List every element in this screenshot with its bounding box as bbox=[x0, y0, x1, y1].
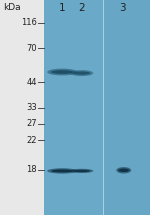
Text: 2: 2 bbox=[78, 3, 85, 13]
Text: 70: 70 bbox=[26, 44, 37, 53]
Ellipse shape bbox=[73, 170, 90, 172]
Ellipse shape bbox=[51, 169, 74, 172]
Text: 44: 44 bbox=[26, 78, 37, 87]
Ellipse shape bbox=[70, 169, 93, 173]
Text: 3: 3 bbox=[119, 3, 126, 13]
Text: 22: 22 bbox=[26, 136, 37, 145]
Text: 27: 27 bbox=[26, 119, 37, 128]
Ellipse shape bbox=[70, 70, 93, 76]
Text: 116: 116 bbox=[21, 18, 37, 27]
Ellipse shape bbox=[51, 70, 74, 74]
Bar bbox=[103, 0, 150, 215]
Ellipse shape bbox=[116, 167, 131, 174]
Ellipse shape bbox=[47, 168, 77, 174]
Ellipse shape bbox=[47, 69, 77, 75]
Bar bbox=[44, 0, 150, 215]
Text: kDa: kDa bbox=[3, 3, 21, 12]
Ellipse shape bbox=[118, 169, 129, 172]
Ellipse shape bbox=[73, 71, 90, 75]
Text: 18: 18 bbox=[26, 165, 37, 174]
Text: 33: 33 bbox=[26, 103, 37, 112]
Text: 1: 1 bbox=[59, 3, 66, 13]
